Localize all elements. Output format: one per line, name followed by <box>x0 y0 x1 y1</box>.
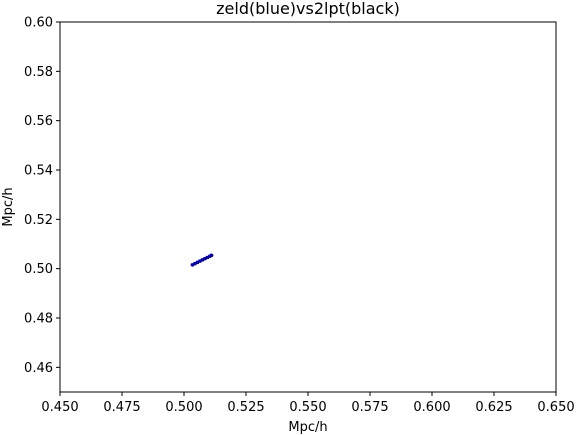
y-tick-label: 0.54 <box>24 164 53 179</box>
x-tick-label: 0.550 <box>289 400 326 415</box>
y-axis-label: Mpc/h <box>1 187 16 226</box>
y-tick-label: 0.52 <box>24 213 53 228</box>
x-tick-label: 0.650 <box>537 400 574 415</box>
x-tick-label: 0.600 <box>413 400 450 415</box>
y-tick-label: 0.56 <box>24 114 53 129</box>
x-tick-label: 0.525 <box>227 400 264 415</box>
plot-area <box>59 21 557 393</box>
y-tick-label: 0.50 <box>24 262 53 277</box>
x-tick-label: 0.500 <box>165 400 202 415</box>
series-1-point <box>202 256 207 261</box>
series-1-point <box>205 255 209 259</box>
series-1-point <box>195 260 199 264</box>
x-tick-label: 0.575 <box>351 400 388 415</box>
y-tick-label: 0.58 <box>24 65 53 80</box>
x-axis-ticks: 0.450 0.475 0.500 0.525 0.550 0.575 0.600 0.625… <box>41 392 575 415</box>
x-tick-label: 0.475 <box>103 400 140 415</box>
series-1-point <box>198 259 202 263</box>
y-axis-ticks: 0.46 0.48 0.50 0.52 0.54 0.56 0.58 0.60 <box>24 16 60 376</box>
data-marks <box>190 253 214 267</box>
chart-title: zeld(blue)vs2lpt(black) <box>216 0 400 18</box>
series-1-point <box>193 261 197 266</box>
y-tick-label: 0.48 <box>24 312 53 327</box>
series-1-point <box>209 253 213 257</box>
y-tick-label: 0.60 <box>24 16 53 31</box>
y-tick-label: 0.46 <box>24 361 53 376</box>
x-tick-label: 0.450 <box>41 400 78 415</box>
series-1-point <box>200 258 204 262</box>
x-tick-label: 0.625 <box>475 400 512 415</box>
x-axis-label: Mpc/h <box>288 420 327 435</box>
series-1-point <box>190 263 194 267</box>
